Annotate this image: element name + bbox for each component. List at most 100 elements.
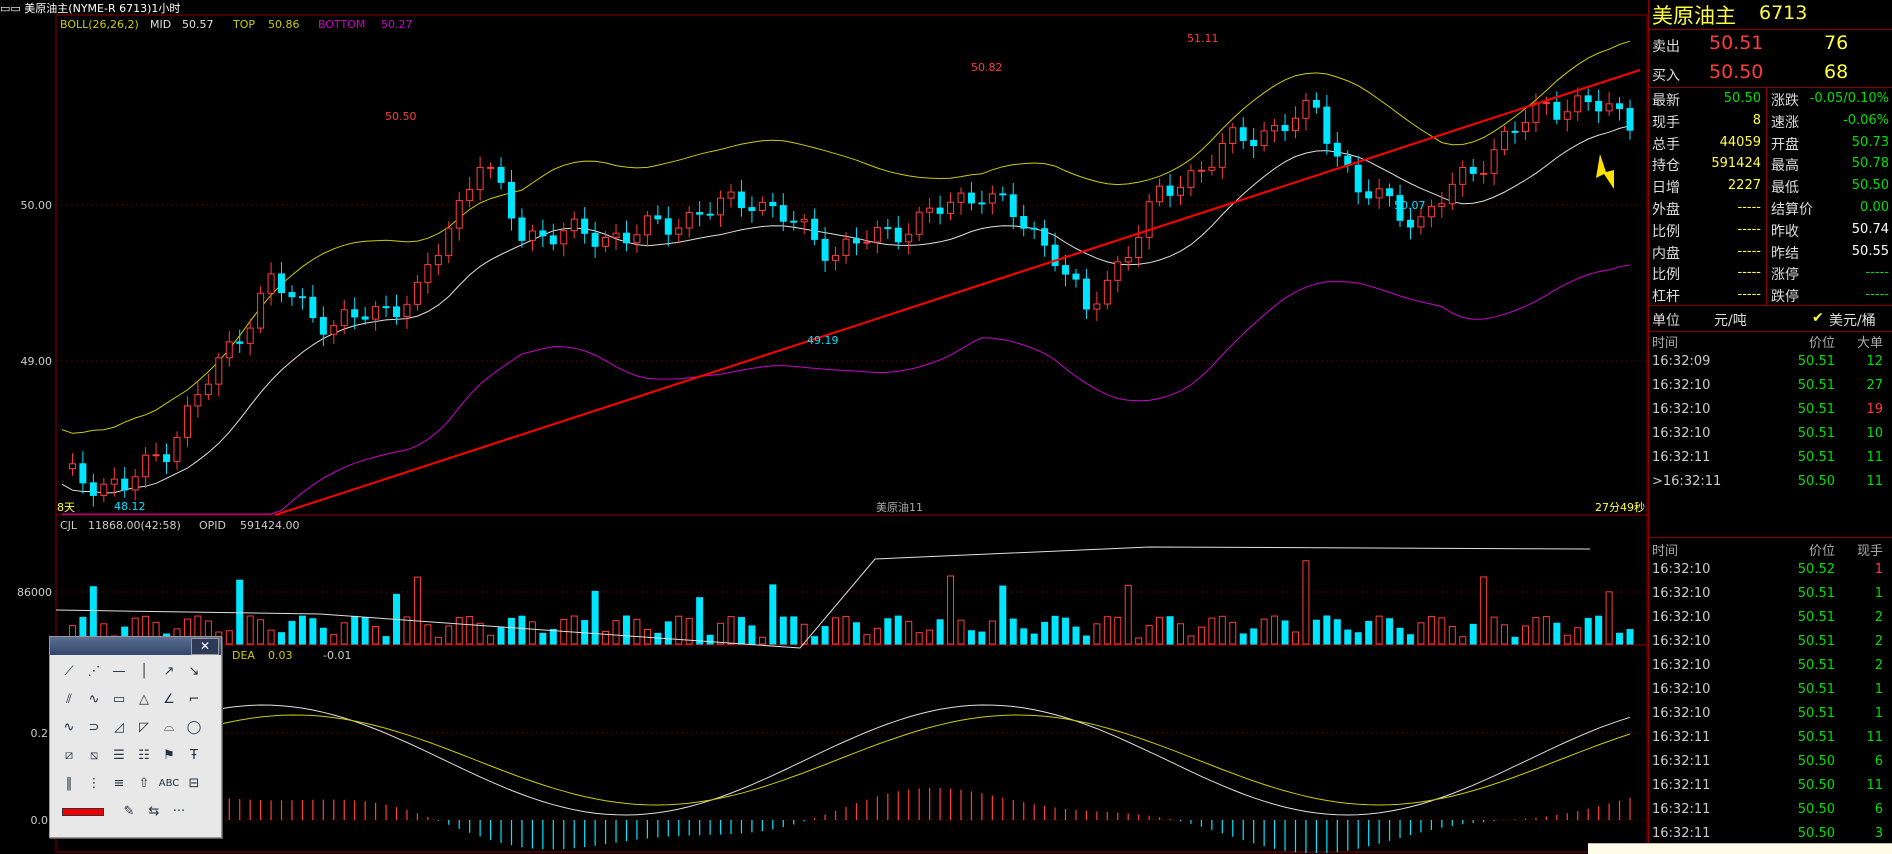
drawing-tool-icon[interactable]: ✎ <box>123 804 135 819</box>
table-row[interactable]: 16:32:10 50.51 10 <box>1649 426 1892 450</box>
drawing-tool-icon[interactable]: ☰ <box>113 748 125 763</box>
volume-bar <box>1239 633 1247 645</box>
drawing-tool-icon[interactable]: ABC <box>158 778 180 789</box>
annotation-high-1: 50.50 <box>385 110 417 123</box>
volume-bar <box>1271 615 1279 645</box>
y-tick-50: 50.00 <box>21 199 53 212</box>
stat-label: 现手 <box>1652 114 1680 131</box>
stat-label: 昨结 <box>1771 245 1799 262</box>
volume-bar <box>518 615 526 645</box>
buy-price[interactable]: 50.50 <box>1709 61 1764 83</box>
drawing-tool-icon[interactable]: ∠ <box>163 692 175 707</box>
drawing-tool-icon[interactable]: ◯ <box>186 720 202 735</box>
drawing-tool-icon[interactable]: ⌐ <box>188 692 200 707</box>
table-row[interactable]: 16:32:11 50.50 11 <box>1649 778 1892 802</box>
drawing-tool-icon[interactable]: ⇧ <box>138 776 150 791</box>
drawing-tool-icon[interactable]: ⧅ <box>89 748 99 763</box>
table-row[interactable]: 16:32:11 50.50 3 <box>1649 826 1892 850</box>
boll-upper-line <box>61 40 1631 434</box>
candle-body <box>528 230 536 241</box>
drawing-tool-icon[interactable]: ◸ <box>139 720 149 735</box>
row-price: 50.52 <box>1797 562 1835 577</box>
row-qty: 3 <box>1874 826 1883 841</box>
row-price: 50.50 <box>1797 826 1835 841</box>
candle-body <box>643 215 651 236</box>
candle-body <box>466 188 474 202</box>
row-qty: 1 <box>1874 586 1883 601</box>
stat-value: ----- <box>1737 200 1761 215</box>
drawing-tool-icon[interactable]: ⊃ <box>88 720 100 735</box>
drawing-tool-icon[interactable]: ↗ <box>163 664 175 679</box>
table-row[interactable]: 16:32:11 50.50 6 <box>1649 754 1892 778</box>
unit-alt[interactable]: 美元/桶 <box>1829 313 1876 329</box>
table-row[interactable]: 16:32:10 50.51 1 <box>1649 706 1892 730</box>
candle-body <box>706 213 714 216</box>
drawing-tool-icon[interactable]: — <box>112 664 126 679</box>
table-row[interactable]: 16:32:11 50.50 6 <box>1649 802 1892 826</box>
drawing-tool-icon[interactable] <box>60 801 106 823</box>
chart-frame <box>55 14 1648 853</box>
table-row[interactable]: >16:32:11 50.50 11 <box>1649 474 1892 498</box>
toolbox-titlebar[interactable]: ✕ <box>50 637 221 655</box>
drawing-tool-icon[interactable]: ⟋ <box>64 664 74 679</box>
volume-bar <box>539 632 547 645</box>
table-row[interactable]: 16:32:09 50.51 12 <box>1649 354 1892 378</box>
table-row[interactable]: 16:32:11 50.51 11 <box>1649 450 1892 474</box>
drawing-tool-icon[interactable]: ▭ <box>112 692 126 707</box>
candle-body <box>1354 164 1362 193</box>
candle-body <box>1333 142 1341 157</box>
table-row[interactable]: 16:32:10 50.51 2 <box>1649 658 1892 682</box>
volume-bar <box>654 632 662 645</box>
table-row[interactable]: 16:32:10 50.51 2 <box>1649 634 1892 658</box>
drawing-tool-icon[interactable]: ∿ <box>63 720 75 735</box>
drawing-tool-icon[interactable]: ⋮ <box>87 776 101 791</box>
drawing-tool-icon[interactable]: △ <box>139 692 149 707</box>
volume-bar <box>1354 632 1362 645</box>
drawing-tool-icon[interactable]: ⇆ <box>148 804 160 819</box>
drawing-tool-icon[interactable]: ⧄ <box>64 748 74 763</box>
candle-body <box>1145 201 1153 238</box>
table-row[interactable]: 16:32:10 50.51 1 <box>1649 682 1892 706</box>
drawing-tool-icon[interactable]: ◿ <box>114 720 124 735</box>
stat-label: 结算价 <box>1771 202 1813 218</box>
chart-area[interactable]: 50.00 49.00 86000 0.2 0.0 BOLL(26,26,2) … <box>0 14 1648 853</box>
table-row[interactable]: 16:32:10 50.51 2 <box>1649 610 1892 634</box>
drawing-toolbox[interactable]: ✕ ⟋ ⋰ — │ ↗ ↘ ⫽ ∿ ▭ △ ∠ ⌐ ∿ ⊃ ◿ ◸ ⌓ ◯ ⧄ ⧅ ☰ ☷ ⚑ Ŧ ‖ ⋮ ≡ ⇧ ABC ⊟ ✎ ⇆ ··· <box>49 636 222 838</box>
window-menu-icon[interactable]: ▭▭ <box>0 2 21 15</box>
table-row[interactable]: 16:32:11 50.51 11 <box>1649 730 1892 754</box>
drawing-tool-icon[interactable]: Ŧ <box>190 748 198 763</box>
table-row[interactable]: 16:32:10 50.52 1 <box>1649 562 1892 586</box>
table-row[interactable]: 16:32:10 50.51 1 <box>1649 586 1892 610</box>
drawing-tool-icon[interactable]: ⚑ <box>163 748 175 763</box>
drawing-tool-icon[interactable]: │ <box>140 664 148 679</box>
drawing-tool-icon[interactable]: ↘ <box>188 664 200 679</box>
drawing-tool-icon[interactable]: ⋰ <box>87 664 101 679</box>
close-button[interactable]: ✕ <box>191 638 219 655</box>
drawing-tool-icon[interactable]: ∿ <box>88 692 100 707</box>
candle-body <box>163 454 171 462</box>
candle-body <box>633 234 641 244</box>
table-row[interactable]: 16:32:10 50.51 19 <box>1649 402 1892 426</box>
drawing-tool-icon[interactable]: ⊟ <box>188 776 200 791</box>
candle-body <box>957 192 965 203</box>
candle-body <box>1511 130 1519 133</box>
candle-body <box>89 482 97 496</box>
drawing-tool-icon[interactable]: ··· <box>172 804 186 819</box>
unit-value[interactable]: 元/吨 <box>1714 313 1747 329</box>
period-days-label: 8天 <box>57 501 75 514</box>
sell-price[interactable]: 50.51 <box>1709 32 1764 54</box>
stat-label: 比例 <box>1652 267 1680 284</box>
drawing-tool-icon[interactable]: ⫽ <box>66 692 72 707</box>
candle-body <box>194 394 202 407</box>
drawing-tool-icon[interactable]: ≡ <box>113 776 125 791</box>
drawing-tool-icon[interactable]: ⌓ <box>163 720 175 735</box>
candle-body <box>936 207 944 214</box>
candle-body <box>832 255 840 261</box>
table-row[interactable]: 16:32:10 50.51 27 <box>1649 378 1892 402</box>
candle-body <box>298 296 306 299</box>
volume-bar <box>403 616 411 645</box>
drawing-tool-icon[interactable]: ‖ <box>65 776 73 791</box>
stat-label: 最高 <box>1771 158 1799 175</box>
candle-body <box>1501 130 1509 151</box>
drawing-tool-icon[interactable]: ☷ <box>138 748 150 763</box>
